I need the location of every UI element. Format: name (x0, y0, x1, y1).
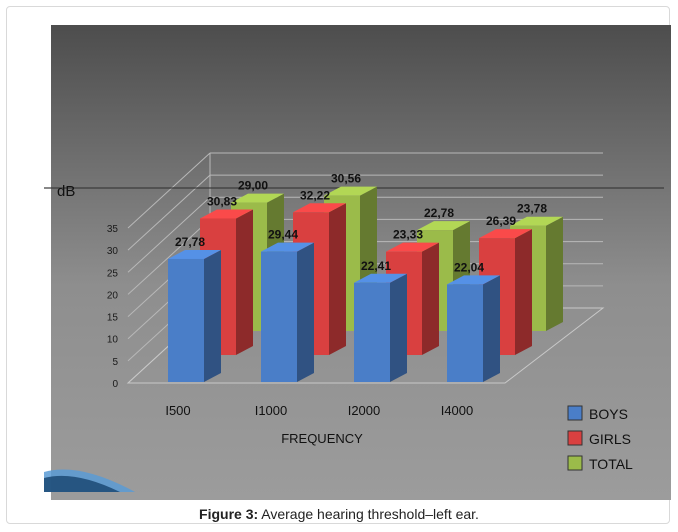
bar-top-face (261, 242, 314, 252)
y-tick-label: 30 (107, 246, 119, 257)
bar-top-face (324, 186, 377, 196)
data-label-total: 30,56 (331, 172, 361, 186)
data-label-girls: 32,22 (300, 188, 330, 202)
legend-swatch-total (567, 455, 583, 471)
y-tick-label: 10 (107, 335, 119, 346)
bar-boys-i4000 (447, 275, 500, 382)
x-axis-title: FREQUENCY (281, 431, 363, 446)
x-tick-label: I500 (165, 403, 190, 418)
data-label-girls: 23,33 (393, 228, 423, 242)
bar-side-face (515, 229, 532, 355)
gridline-side (127, 152, 211, 229)
y-tick-label: 35 (107, 224, 119, 235)
bar-side-face (422, 242, 439, 355)
bar-top-face (479, 229, 532, 239)
bar-top-face (447, 275, 500, 285)
bar-chart: 0 5 10 15 20 25 30 35 dB 29,00 30,56 22,78 23,78 30,… (44, 152, 664, 492)
y-tick-label: 15 (107, 313, 119, 324)
bar-top-face (510, 216, 563, 226)
legend-label-girls: GIRLS (589, 431, 631, 447)
bar-top-face (386, 242, 439, 252)
bar-side-face (297, 242, 314, 382)
gridline-side (127, 219, 211, 295)
bar-top-face (293, 203, 346, 213)
y-tick-label: 20 (107, 290, 119, 301)
data-label-boys: 22,41 (361, 259, 391, 273)
data-label-total: 22,78 (424, 206, 454, 220)
data-label-boys: 29,44 (268, 228, 298, 242)
legend-swatch-girls (567, 430, 583, 446)
bar-top-face (168, 249, 221, 259)
gridline-side (127, 196, 211, 273)
bar-side-face (390, 273, 407, 382)
legend-label-boys: BOYS (589, 406, 628, 422)
label-layer: dB 29,00 30,56 22,78 23,78 30,83 32,22 23,33 26,… (57, 172, 547, 446)
bar-top-face (417, 221, 470, 231)
bar-boys-i2000 (354, 273, 407, 382)
x-tick-label: I1000 (255, 403, 288, 418)
bar-side-face (546, 216, 563, 331)
legend-swatch-boys (567, 405, 583, 421)
decorative-swoosh-dark (44, 475, 120, 492)
bar-front-face (354, 282, 390, 382)
bar-top-face (231, 193, 284, 203)
caption-text: Average hearing threshold–left ear. (258, 506, 479, 522)
bar-top-face (200, 209, 253, 219)
bar-boys-i1000 (261, 242, 314, 382)
legend-label-total: TOTAL (589, 456, 633, 472)
bar-side-face (236, 209, 253, 355)
data-label-girls: 30,83 (207, 194, 237, 208)
bar-front-face (168, 258, 204, 382)
bar-boys-i500 (168, 249, 221, 382)
bar-layer (168, 186, 563, 382)
bar-front-face (447, 284, 483, 382)
x-tick-label: I4000 (441, 403, 474, 418)
bar-side-face (329, 203, 346, 355)
data-label-boys: 22,04 (454, 260, 484, 274)
bar-side-face (204, 249, 221, 382)
data-label-total: 23,78 (517, 202, 547, 216)
y-axis-title: dB (57, 183, 75, 200)
data-label-girls: 26,39 (486, 214, 516, 228)
data-label-total: 29,00 (238, 179, 268, 193)
legend: BOYS GIRLS TOTAL (567, 405, 633, 472)
bar-top-face (354, 273, 407, 283)
y-tick-label: 5 (112, 357, 118, 368)
x-tick-label: I2000 (348, 403, 381, 418)
data-label-boys: 27,78 (175, 235, 205, 249)
figure-caption: Figure 3: Average hearing threshold–left… (0, 506, 678, 522)
bar-front-face (261, 251, 297, 382)
caption-prefix: Figure 3: (199, 506, 259, 522)
y-tick-label: 0 (112, 379, 118, 390)
bar-side-face (483, 275, 500, 382)
y-tick-label: 25 (107, 268, 119, 279)
